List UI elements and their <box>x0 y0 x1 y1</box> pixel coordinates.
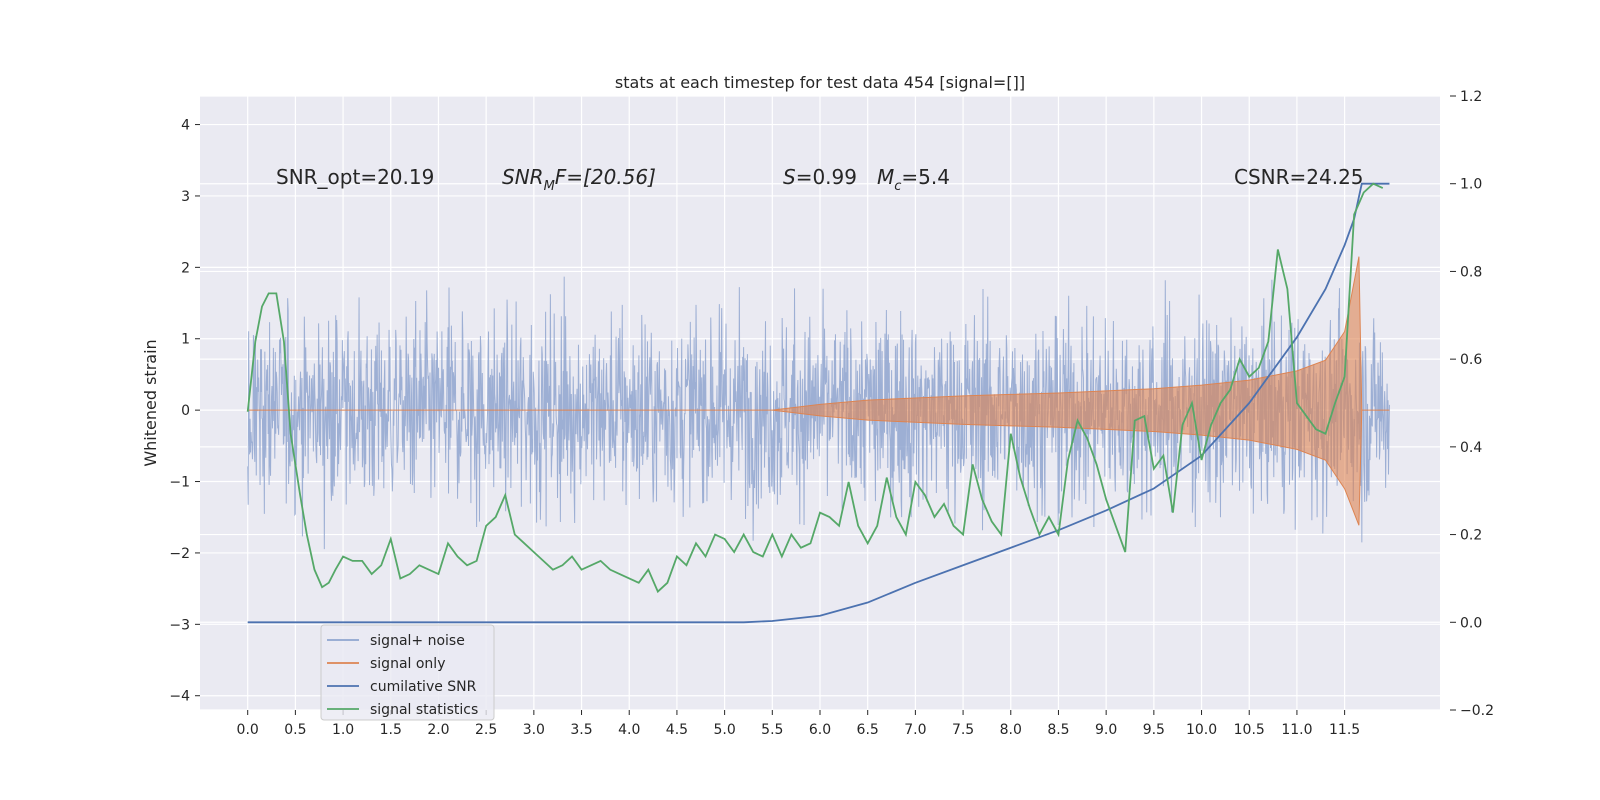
cumulative-snr-line <box>247 182 1390 624</box>
annotation-mc: Mc=5.4 <box>877 165 950 194</box>
x-tick-label: 10.5 <box>1234 722 1265 738</box>
signal-plus-noise-line <box>247 276 1390 550</box>
x-tick-label: 3.0 <box>523 722 545 738</box>
annotation-s-value: =0.99 <box>796 165 857 189</box>
y-left-tick-label: 1 <box>181 332 190 348</box>
annotation-snr-mf: SNRMF=[20.56] <box>502 165 656 194</box>
annotation-s-symbol: S <box>783 165 796 189</box>
x-tick-label: 7.5 <box>952 722 974 738</box>
annotation-mc-value: =5.4 <box>901 165 950 189</box>
x-tick-label: 8.0 <box>1000 722 1022 738</box>
annotation-mc-subscript: c <box>894 179 901 194</box>
y-axis-right-ticks: 1.2 1.0 0.8 0.6 0.4 0.2 0.0 −0.2 <box>1450 89 1494 719</box>
annotation-snr-mf-subscript: M <box>544 179 555 194</box>
x-tick-label: 9.0 <box>1095 722 1117 738</box>
x-tick-label: 10.0 <box>1186 722 1217 738</box>
annotations: SNR_opt=20.19 SNRMF=[20.56] S=0.99 Mc=5.… <box>276 165 1364 194</box>
x-tick-label: 4.5 <box>666 722 688 738</box>
series-signal-statistics <box>246 182 1384 594</box>
series-signal-only <box>247 256 1390 526</box>
x-tick-label: 4.0 <box>618 722 640 738</box>
chart-title: stats at each timestep for test data 454… <box>615 73 1025 92</box>
y-left-tick-label: −3 <box>169 617 190 633</box>
legend-label: signal+ noise <box>370 633 465 649</box>
y-left-tick-label: −1 <box>169 475 190 491</box>
y-left-tick-label: 0 <box>181 403 190 419</box>
signal-only-area <box>247 256 1390 526</box>
x-tick-label: 1.5 <box>380 722 402 738</box>
y-right-tick-label: 0.6 <box>1460 352 1482 368</box>
x-tick-label: 11.0 <box>1281 722 1312 738</box>
x-tick-label: 6.5 <box>857 722 879 738</box>
y-right-tick-label: 1.0 <box>1460 177 1482 193</box>
annotation-mc-symbol: M <box>877 165 894 189</box>
x-tick-label: 7.0 <box>904 722 926 738</box>
annotation-snr-mf-symbol: SNR <box>502 165 544 189</box>
y-axis-left-ticks: 4 3 2 1 0 −1 −2 −3 −4 <box>169 118 200 705</box>
legend: signal+ noise signal only cumilative SNR si… <box>320 624 495 721</box>
y-right-tick-label: 0.8 <box>1460 264 1482 280</box>
y-right-tick-label: 0.4 <box>1460 440 1482 456</box>
x-tick-label: 11.5 <box>1329 722 1360 738</box>
y-axis-label: Whitened strain <box>141 339 160 466</box>
y-right-tick-label: 0.2 <box>1460 528 1482 544</box>
y-left-tick-label: −2 <box>169 546 190 562</box>
x-tick-label: 9.5 <box>1143 722 1165 738</box>
y-right-tick-label: 1.2 <box>1460 89 1482 105</box>
y-left-tick-label: 3 <box>181 189 190 205</box>
annotation-snr-opt: SNR_opt=20.19 <box>276 165 434 189</box>
x-tick-label: 2.5 <box>475 722 497 738</box>
y-right-tick-label: −0.2 <box>1460 703 1494 719</box>
legend-label: cumilative SNR <box>370 679 477 695</box>
legend-box <box>320 624 495 721</box>
y-left-tick-label: −4 <box>169 689 190 705</box>
x-tick-label: 0.0 <box>237 722 259 738</box>
y-left-tick-label: 2 <box>181 260 190 276</box>
x-axis-ticks: 0.0 0.5 1.0 1.5 2.0 2.5 3.0 3.5 4.0 4.5 5.0 5.5 6.0 6… <box>237 710 1360 738</box>
y-right-tick-label: 0.0 <box>1460 615 1482 631</box>
x-tick-label: 3.5 <box>570 722 592 738</box>
x-tick-label: 5.0 <box>713 722 735 738</box>
annotation-snr-mf-value: F=[20.56] <box>555 165 656 189</box>
x-tick-label: 1.0 <box>332 722 354 738</box>
x-tick-label: 0.5 <box>284 722 306 738</box>
signal-statistics-line <box>246 182 1384 594</box>
legend-label: signal statistics <box>370 702 478 718</box>
annotation-csnr: CSNR=24.25 <box>1234 165 1364 189</box>
series-cumulative-snr <box>247 182 1390 624</box>
x-tick-label: 5.5 <box>761 722 783 738</box>
annotation-s: S=0.99 <box>783 165 857 189</box>
x-tick-label: 2.0 <box>427 722 449 738</box>
y-left-tick-label: 4 <box>181 118 190 134</box>
x-tick-label: 6.0 <box>809 722 831 738</box>
x-tick-label: 8.5 <box>1047 722 1069 738</box>
legend-label: signal only <box>370 656 445 672</box>
series-signal-plus-noise <box>247 276 1390 550</box>
